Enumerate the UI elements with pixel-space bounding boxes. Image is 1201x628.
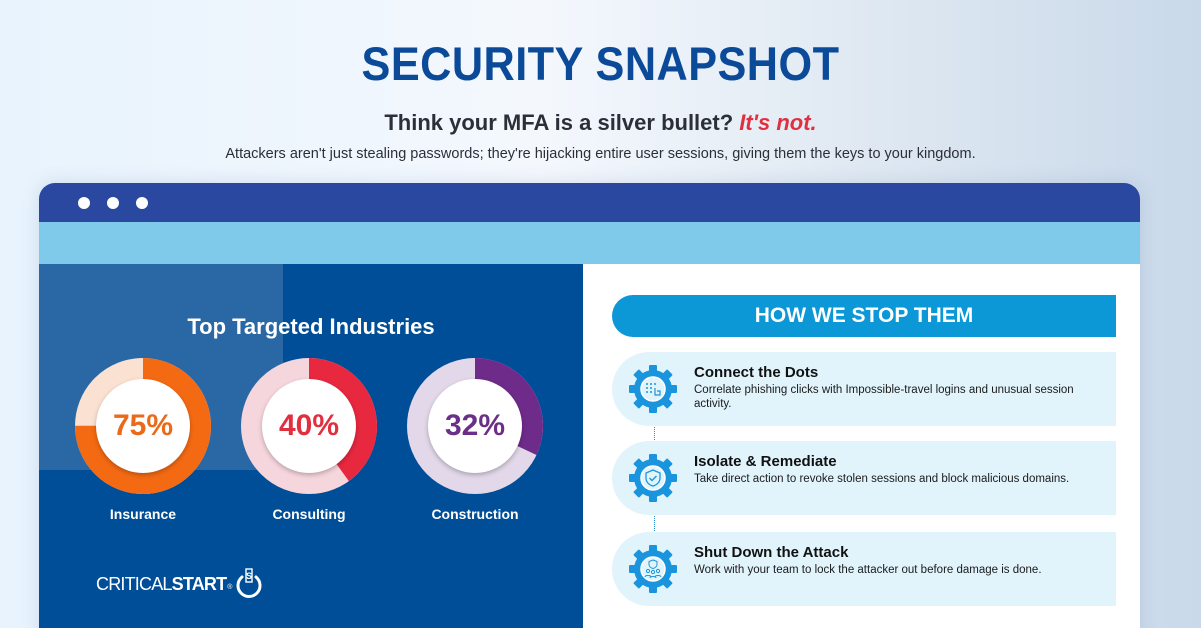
logo-wordmark: CRITICALSTART bbox=[96, 573, 227, 594]
page-title: SECURITY SNAPSHOT bbox=[361, 37, 840, 90]
step-connector bbox=[654, 489, 655, 559]
donut-ring-icon bbox=[75, 358, 211, 494]
criticalstart-logo: CRITICALSTART ® S bbox=[96, 567, 264, 601]
window-address-band bbox=[39, 222, 1140, 264]
step-heading: Shut Down the Attack bbox=[694, 544, 849, 561]
window-dot-icon bbox=[136, 197, 148, 209]
donut-consulting: 40% Consulting bbox=[241, 358, 377, 522]
step-description: Take direct action to revoke stolen sess… bbox=[694, 473, 1070, 485]
step-isolate-remediate: Isolate & Remediate Take direct action t… bbox=[612, 441, 1116, 515]
donut-label: Consulting bbox=[272, 506, 346, 522]
donut-ring-icon bbox=[241, 358, 377, 494]
window-dot-icon bbox=[107, 197, 119, 209]
lede-text: Attackers aren't just stealing passwords… bbox=[225, 146, 976, 162]
step-heading: Connect the Dots bbox=[694, 364, 819, 381]
donut-label: Insurance bbox=[109, 506, 177, 522]
step-description: Correlate phishing clicks with Impossibl… bbox=[694, 384, 1074, 410]
subtitle-text: Think your MFA is a silver bullet? bbox=[384, 110, 734, 135]
subtitle: Think your MFA is a silver bullet? It's … bbox=[0, 110, 1201, 136]
browser-window: Top Targeted Industries 75% Insurance 40… bbox=[39, 183, 1140, 628]
step-connector bbox=[654, 399, 655, 454]
svg-text:S: S bbox=[246, 571, 252, 581]
donut-value: 32% bbox=[428, 379, 522, 473]
industries-heading: Top Targeted Industries bbox=[187, 314, 435, 339]
connect-dots-icon bbox=[629, 365, 677, 413]
window-dot-icon bbox=[78, 197, 90, 209]
shield-check-icon bbox=[629, 454, 677, 502]
donut-label: Construction bbox=[431, 506, 519, 522]
power-icon: S bbox=[237, 568, 262, 598]
donut-construction: 32% Construction bbox=[407, 358, 543, 522]
how-we-stop-banner: HOW WE STOP THEM bbox=[612, 295, 1116, 337]
donut-ring-icon bbox=[407, 358, 543, 494]
donut-insurance: 75% Insurance bbox=[75, 358, 211, 522]
step-shut-down-attack: Shut Down the Attack Work with your team… bbox=[612, 532, 1116, 606]
industries-panel: Top Targeted Industries 75% Insurance 40… bbox=[39, 264, 583, 628]
donut-value: 40% bbox=[262, 379, 356, 473]
step-connect-dots: Connect the Dots Correlate phishing clic… bbox=[612, 352, 1116, 426]
step-heading: Isolate & Remediate bbox=[694, 453, 837, 470]
subtitle-accent: It's not. bbox=[739, 110, 817, 135]
how-we-stop-panel: HOW WE STOP THEM bbox=[583, 264, 1140, 628]
team-shield-icon bbox=[629, 545, 677, 593]
window-titlebar bbox=[39, 183, 1140, 222]
step-description: Work with your team to lock the attacker… bbox=[694, 564, 1042, 576]
registered-mark: ® bbox=[227, 583, 233, 591]
donut-value: 75% bbox=[96, 379, 190, 473]
